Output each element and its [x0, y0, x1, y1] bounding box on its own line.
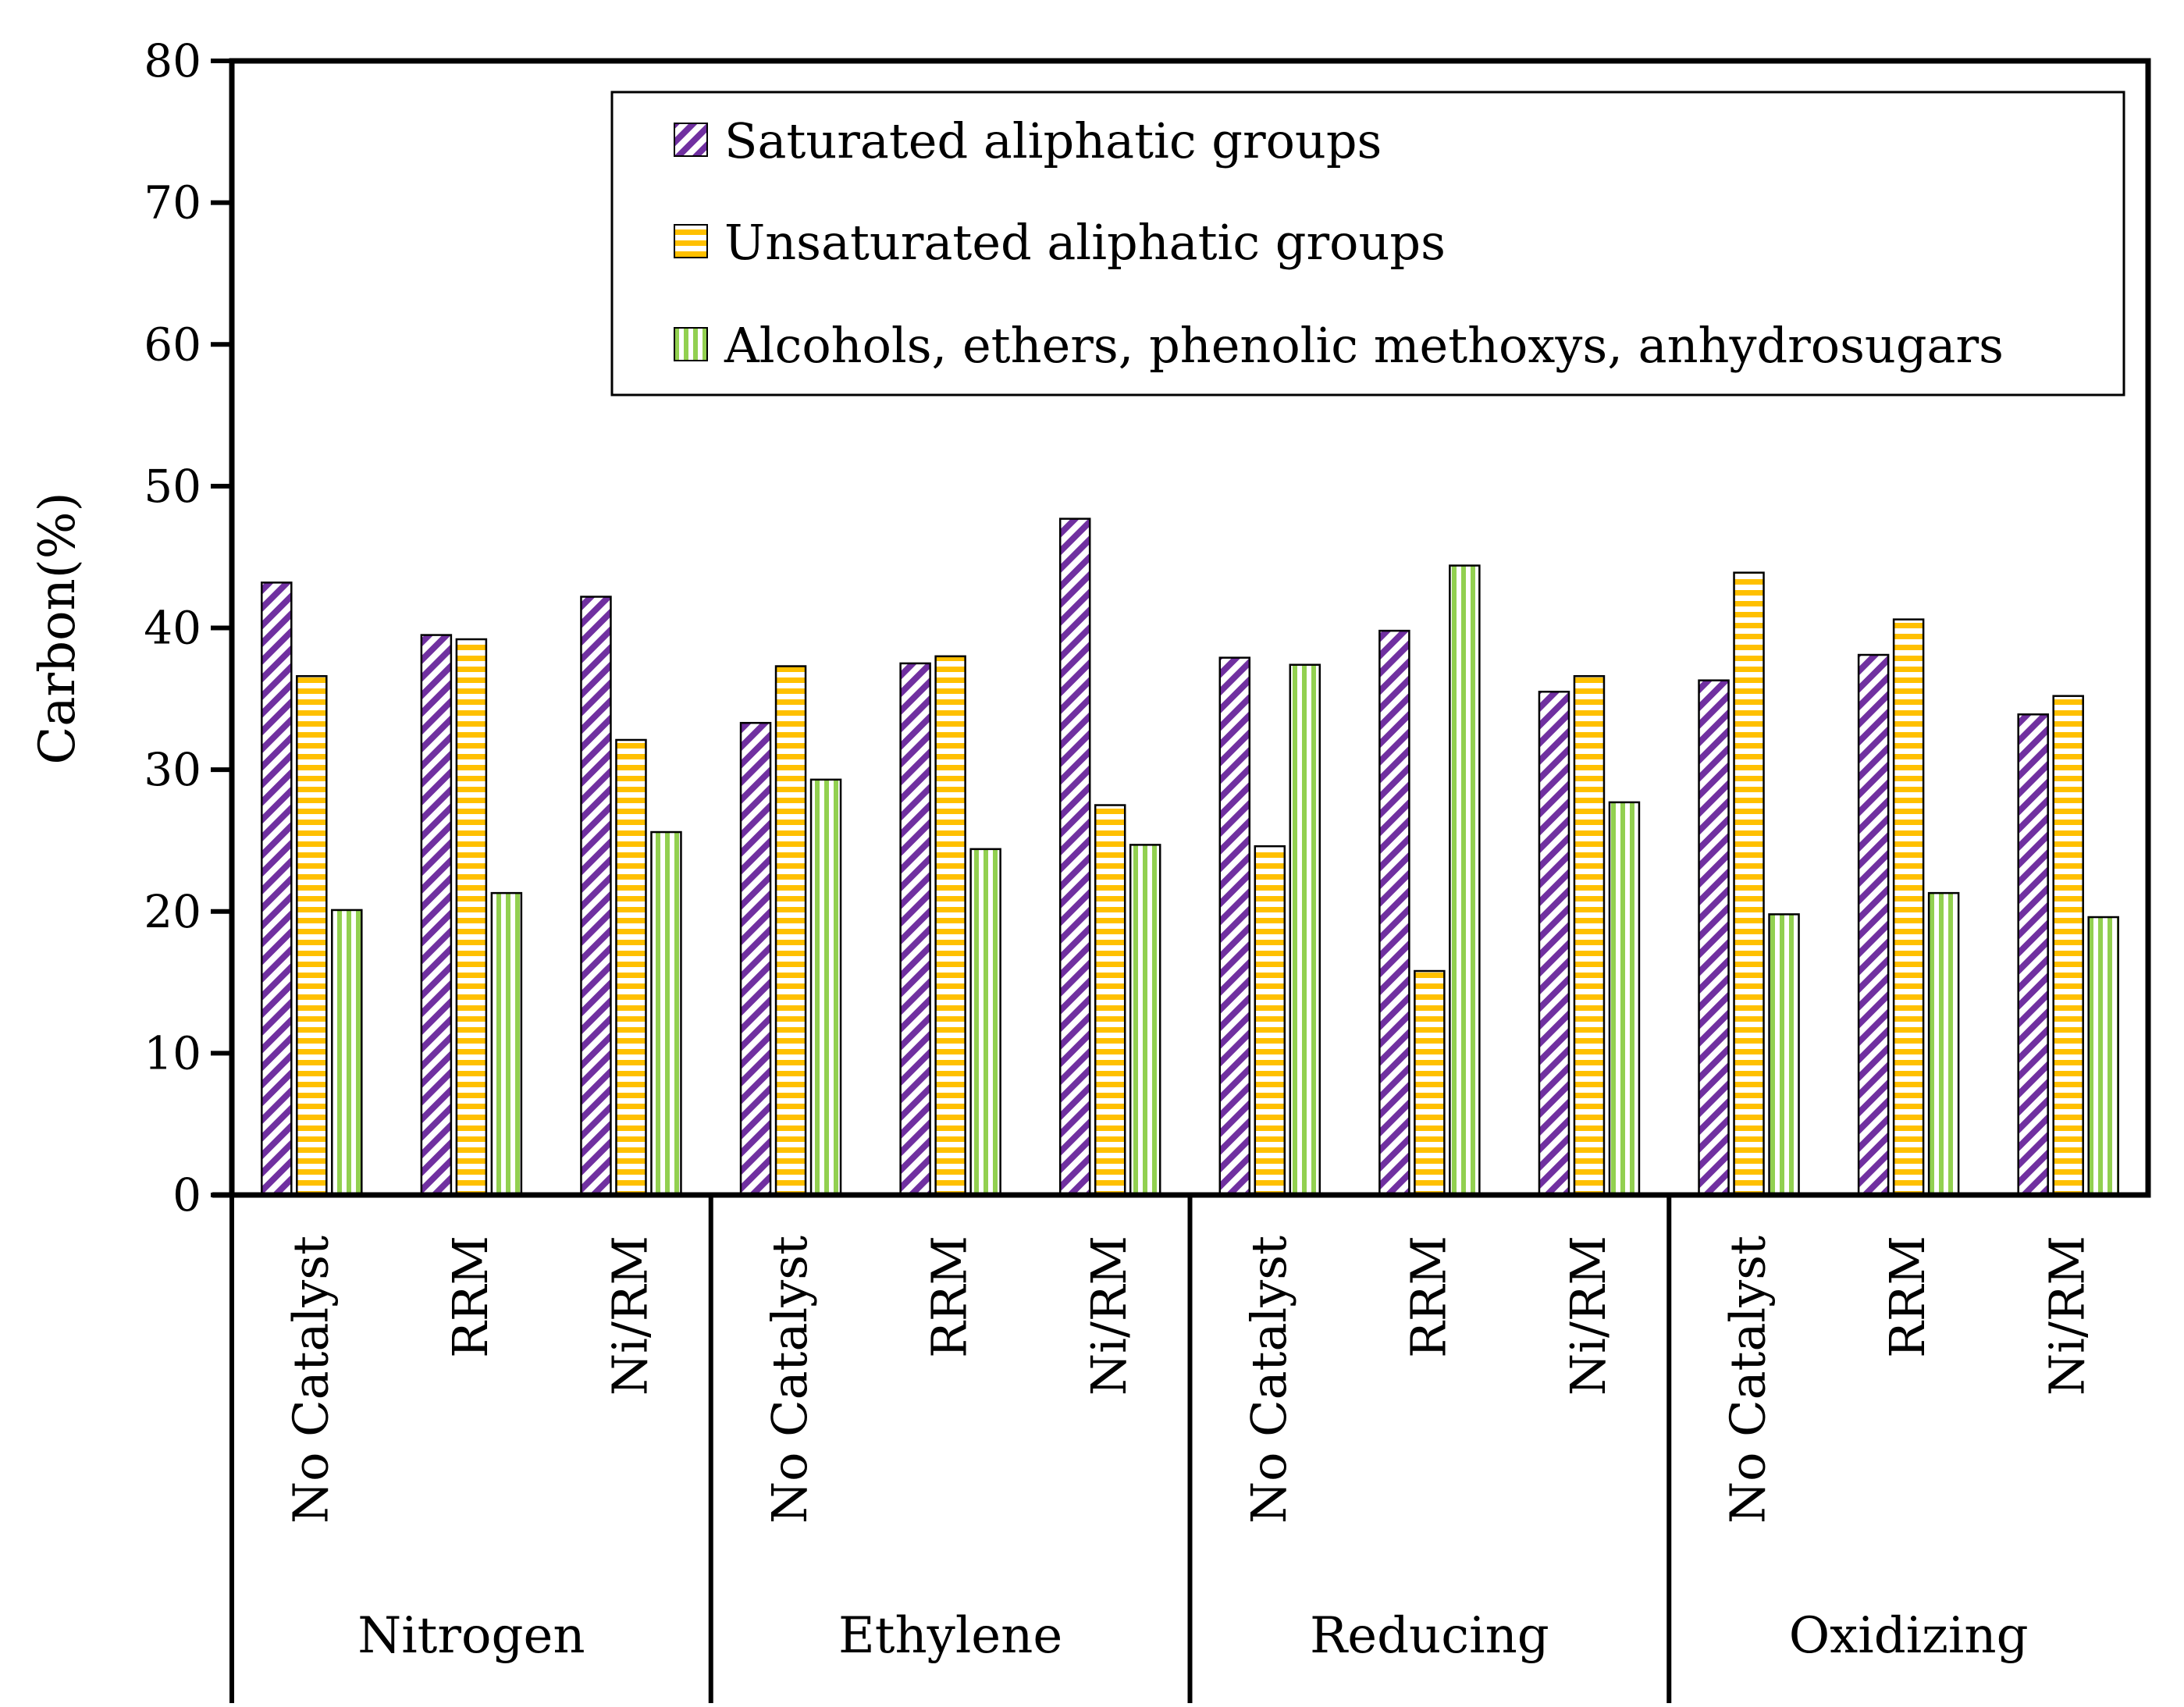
x-category-label: RRM	[442, 1236, 499, 1358]
bar-horizontal	[455, 638, 488, 1197]
legend-label-alcohols: Alcohols, ethers, phenolic methoxys, anh…	[724, 317, 2004, 374]
y-tick-label: 30	[144, 743, 201, 796]
bar-horizontal	[1094, 804, 1126, 1197]
bar-vertical	[1768, 913, 1800, 1197]
x-category-label: RRM	[1879, 1236, 1936, 1358]
x-labels: No Catalyst RRM Ni/RM No Catalyst RRM Ni/RM No…	[282, 1195, 2096, 1703]
bar-vertical	[1449, 564, 1481, 1197]
x-category-label: No Catalyst	[282, 1236, 339, 1524]
bar-diagonal	[899, 662, 931, 1197]
legend-label-saturated: Saturated aliphatic groups	[724, 112, 1382, 169]
bar-horizontal	[1414, 969, 1446, 1197]
bar-horizontal	[296, 675, 328, 1197]
y-tick-label: 60	[144, 318, 201, 371]
x-category-label: Ni/RM	[1080, 1236, 1137, 1396]
y-tick-label: 10	[144, 1026, 201, 1079]
bars-layer	[261, 517, 2119, 1197]
x-category-label: Ni/RM	[2039, 1236, 2096, 1396]
legend: Saturated aliphatic groups Unsaturated a…	[610, 91, 2125, 397]
bar-horizontal	[1573, 675, 1606, 1197]
legend-box	[610, 91, 2125, 397]
bar-vertical	[1129, 844, 1161, 1197]
y-ticks: 0 10 20 30 40 50 60 70 80	[144, 34, 232, 1222]
x-group-label: Nitrogen	[357, 1607, 585, 1665]
x-category-label: Ni/RM	[1560, 1236, 1617, 1396]
bar-vertical	[331, 909, 363, 1197]
x-group-label: Oxidizing	[1789, 1607, 2029, 1665]
bar-vertical	[1608, 801, 1641, 1197]
legend-swatch-alcohols	[674, 327, 708, 361]
bar-diagonal	[1538, 690, 1570, 1197]
bar-diagonal	[580, 596, 612, 1197]
bar-horizontal	[774, 665, 807, 1197]
bar-vertical	[650, 830, 682, 1197]
bar-diagonal	[1058, 517, 1091, 1197]
bar-vertical	[490, 891, 523, 1197]
y-tick-label: 20	[144, 885, 201, 938]
legend-swatch-unsaturated	[674, 224, 708, 258]
bar-vertical	[969, 848, 1001, 1197]
bar-diagonal	[420, 634, 453, 1197]
bar-horizontal	[1892, 618, 1925, 1197]
bar-vertical	[809, 778, 842, 1197]
y-tick-label: 80	[144, 34, 201, 87]
bar-vertical	[1289, 663, 1321, 1197]
bar-diagonal	[1218, 656, 1251, 1197]
bar-horizontal	[2052, 695, 2084, 1197]
y-tick-label: 0	[173, 1168, 201, 1222]
bar-vertical	[1927, 891, 1960, 1197]
bar-diagonal	[1857, 653, 1890, 1197]
legend-swatch-saturated	[674, 123, 708, 157]
x-category-label: No Catalyst	[1240, 1236, 1297, 1524]
y-tick-label: 70	[144, 176, 201, 229]
y-tick-label: 50	[144, 460, 201, 513]
bar-horizontal	[934, 655, 966, 1197]
bar-horizontal	[1733, 571, 1765, 1197]
bar-diagonal	[1378, 629, 1410, 1197]
bar-diagonal	[261, 581, 293, 1197]
x-category-label: RRM	[1400, 1236, 1457, 1358]
bar-diagonal	[2017, 713, 2049, 1197]
y-tick-label: 40	[144, 602, 201, 655]
x-group-label: Reducing	[1310, 1607, 1549, 1665]
legend-label-unsaturated: Unsaturated aliphatic groups	[724, 214, 1446, 271]
y-axis-title: Carbon(%)	[29, 492, 87, 764]
bar-horizontal	[1254, 845, 1286, 1197]
bar-horizontal	[615, 738, 647, 1197]
x-category-label: No Catalyst	[761, 1236, 818, 1524]
bar-diagonal	[739, 721, 772, 1197]
x-category-label: No Catalyst	[1720, 1236, 1777, 1524]
bar-vertical	[2087, 916, 2119, 1197]
x-category-label: Ni/RM	[601, 1236, 658, 1396]
bar-diagonal	[1698, 679, 1730, 1197]
x-group-label: Ethylene	[838, 1607, 1062, 1665]
x-category-label: RRM	[921, 1236, 978, 1358]
